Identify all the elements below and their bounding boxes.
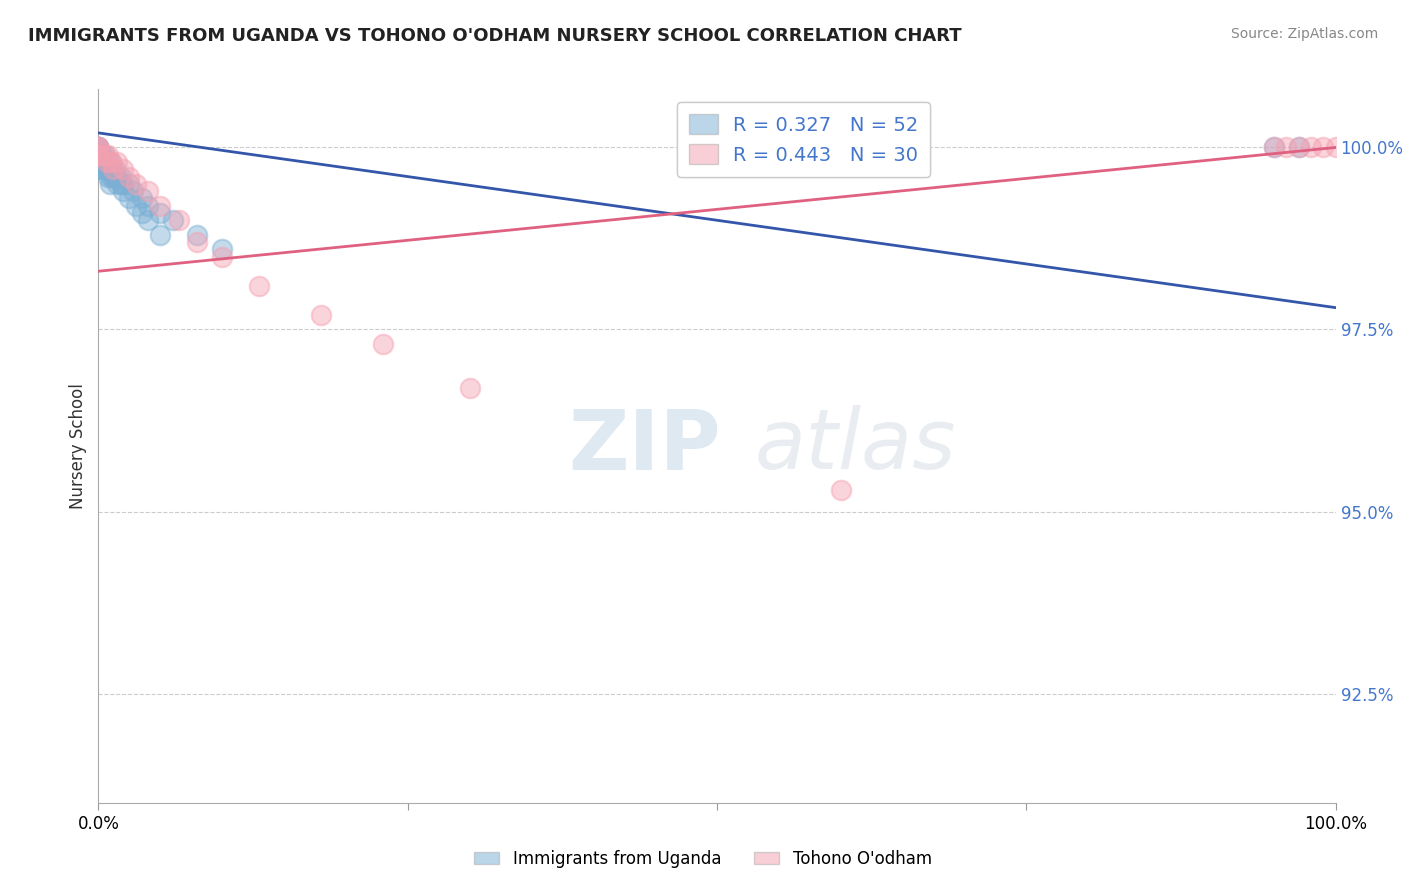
Point — [103, 162, 125, 177]
Point — [87, 162, 110, 177]
Point — [97, 169, 120, 184]
Text: IMMIGRANTS FROM UGANDA VS TOHONO O'ODHAM NURSERY SCHOOL CORRELATION CHART: IMMIGRANTS FROM UGANDA VS TOHONO O'ODHAM… — [28, 27, 962, 45]
Point — [93, 147, 115, 161]
Point — [124, 199, 146, 213]
Point — [87, 147, 110, 161]
Point — [136, 213, 159, 227]
Point — [103, 169, 125, 184]
Point — [105, 177, 128, 191]
Point — [118, 169, 141, 184]
Point — [112, 177, 135, 191]
Point — [105, 155, 128, 169]
Point — [93, 155, 115, 169]
Point — [90, 147, 112, 161]
Point — [186, 235, 208, 249]
Point — [149, 199, 172, 213]
Point — [87, 140, 110, 154]
Point — [830, 483, 852, 497]
Point — [211, 243, 233, 257]
Point — [112, 184, 135, 198]
Point — [186, 227, 208, 242]
Point — [93, 155, 115, 169]
Point — [167, 213, 190, 227]
Point — [1288, 140, 1310, 154]
Point — [110, 177, 132, 191]
Point — [87, 140, 110, 154]
Point — [136, 184, 159, 198]
Legend: R = 0.327   N = 52, R = 0.443   N = 30: R = 0.327 N = 52, R = 0.443 N = 30 — [678, 103, 931, 177]
Point — [91, 147, 114, 161]
Y-axis label: Nursery School: Nursery School — [69, 383, 87, 509]
Point — [93, 147, 115, 161]
Point — [124, 177, 146, 191]
Point — [1288, 140, 1310, 154]
Point — [103, 162, 125, 177]
Point — [131, 191, 153, 205]
Point — [96, 155, 118, 169]
Point — [87, 147, 110, 161]
Point — [87, 155, 110, 169]
Point — [118, 177, 141, 191]
Point — [100, 155, 122, 169]
Point — [1324, 140, 1347, 154]
Point — [91, 155, 114, 169]
Point — [87, 155, 110, 169]
Point — [100, 155, 122, 169]
Point — [93, 162, 115, 177]
Point — [112, 162, 135, 177]
Point — [98, 177, 121, 191]
Point — [93, 162, 115, 177]
Point — [87, 140, 110, 154]
Point — [97, 147, 120, 161]
Point — [162, 213, 184, 227]
Text: atlas: atlas — [754, 406, 956, 486]
Point — [211, 250, 233, 264]
Point — [105, 169, 128, 184]
Point — [1263, 140, 1285, 154]
Point — [103, 169, 125, 184]
Point — [247, 278, 270, 293]
Point — [110, 169, 132, 184]
Point — [87, 147, 110, 161]
Point — [1263, 140, 1285, 154]
Point — [1312, 140, 1334, 154]
Point — [149, 206, 172, 220]
Point — [1275, 140, 1298, 154]
Point — [149, 227, 172, 242]
Point — [93, 155, 115, 169]
Point — [136, 199, 159, 213]
Point — [94, 162, 117, 177]
Point — [87, 140, 110, 154]
Point — [87, 140, 110, 154]
Point — [1299, 140, 1322, 154]
Point — [96, 155, 118, 169]
Point — [87, 140, 110, 154]
Point — [87, 140, 110, 154]
Point — [87, 147, 110, 161]
Point — [87, 147, 110, 161]
Point — [100, 162, 122, 177]
Point — [97, 162, 120, 177]
Text: ZIP: ZIP — [568, 406, 721, 486]
Point — [131, 206, 153, 220]
Point — [118, 191, 141, 205]
Point — [100, 169, 122, 184]
Point — [458, 381, 481, 395]
Point — [371, 337, 394, 351]
Point — [122, 184, 145, 198]
Point — [309, 308, 332, 322]
Text: Source: ZipAtlas.com: Source: ZipAtlas.com — [1230, 27, 1378, 41]
Point — [96, 162, 118, 177]
Legend: Immigrants from Uganda, Tohono O'odham: Immigrants from Uganda, Tohono O'odham — [468, 844, 938, 875]
